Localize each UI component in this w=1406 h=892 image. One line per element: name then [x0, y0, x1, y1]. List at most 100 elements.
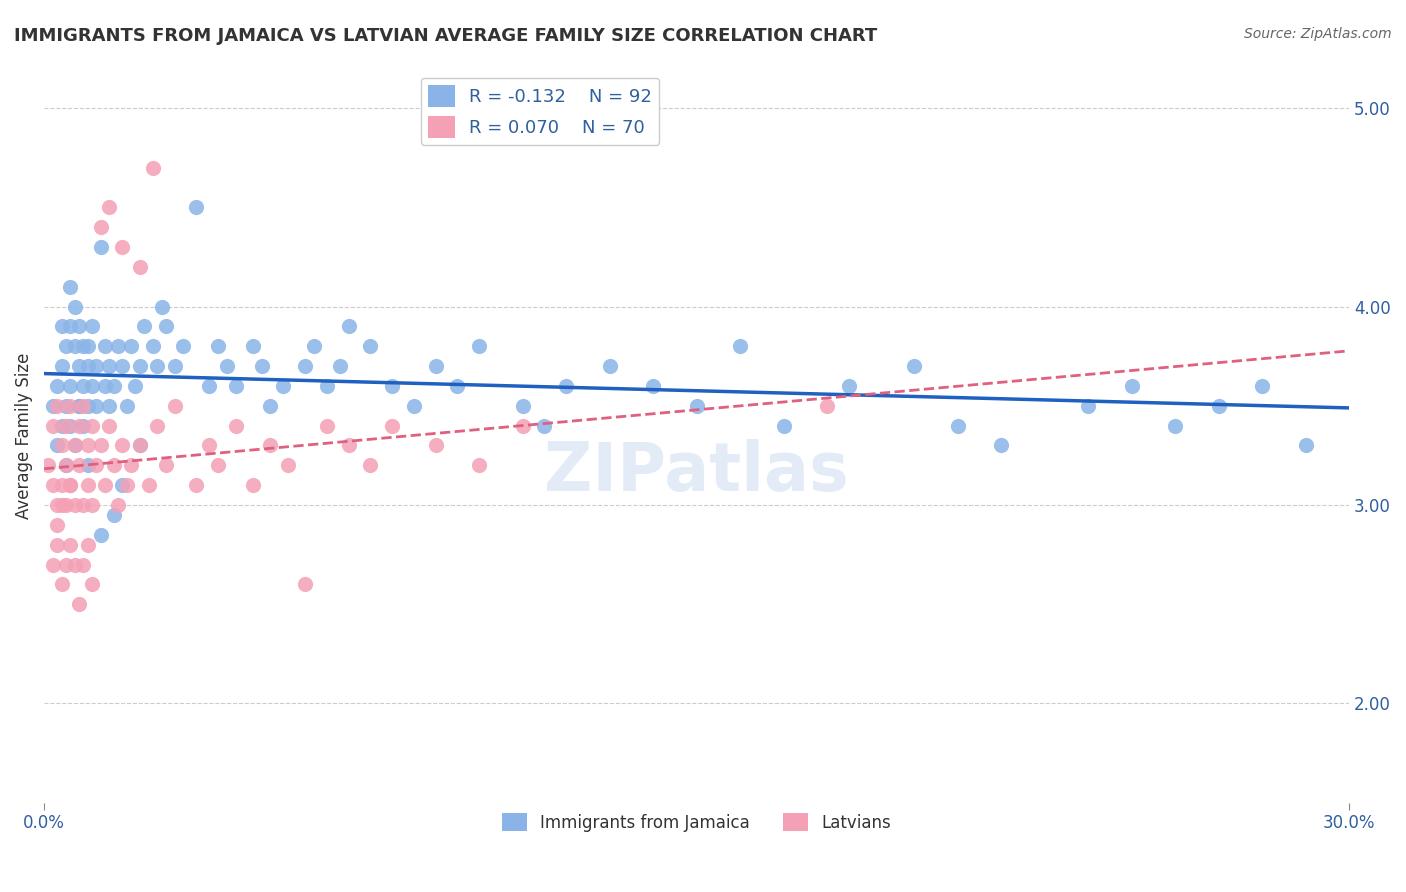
Point: [103, 458, 125, 473]
Point: [120, 458, 142, 473]
Point: [533, 418, 555, 433]
Point: [63, 498, 86, 512]
Point: [98, 399, 121, 413]
Text: ZIPatlas: ZIPatlas: [544, 439, 849, 505]
Point: [115, 399, 138, 413]
Point: [90, 240, 112, 254]
Point: [46, 399, 69, 413]
Point: [225, 379, 247, 393]
Point: [359, 458, 381, 473]
Point: [55, 458, 77, 473]
Point: [172, 339, 194, 353]
Point: [186, 201, 208, 215]
Point: [138, 478, 160, 492]
Point: [294, 359, 316, 373]
Point: [142, 339, 165, 353]
Point: [76, 359, 98, 373]
Point: [163, 359, 186, 373]
Point: [128, 359, 150, 373]
Point: [42, 418, 65, 433]
Point: [155, 319, 177, 334]
Point: [94, 339, 117, 353]
Y-axis label: Average Family Size: Average Family Size: [15, 352, 32, 519]
Point: [76, 538, 98, 552]
Point: [59, 478, 82, 492]
Point: [468, 458, 491, 473]
Point: [72, 339, 94, 353]
Point: [90, 438, 112, 452]
Point: [90, 220, 112, 235]
Point: [599, 359, 621, 373]
Point: [242, 339, 264, 353]
Point: [51, 418, 73, 433]
Point: [80, 379, 103, 393]
Point: [107, 339, 129, 353]
Point: [198, 438, 221, 452]
Point: [46, 517, 69, 532]
Point: [1164, 418, 1187, 433]
Point: [46, 379, 69, 393]
Point: [134, 319, 156, 334]
Point: [146, 418, 169, 433]
Point: [76, 458, 98, 473]
Point: [728, 339, 751, 353]
Point: [273, 379, 295, 393]
Point: [128, 438, 150, 452]
Point: [55, 399, 77, 413]
Point: [315, 379, 337, 393]
Point: [76, 438, 98, 452]
Point: [643, 379, 665, 393]
Point: [1208, 399, 1230, 413]
Point: [98, 359, 121, 373]
Point: [115, 478, 138, 492]
Point: [55, 498, 77, 512]
Point: [63, 438, 86, 452]
Point: [86, 399, 108, 413]
Point: [94, 478, 117, 492]
Point: [59, 399, 82, 413]
Point: [242, 478, 264, 492]
Point: [150, 300, 173, 314]
Text: IMMIGRANTS FROM JAMAICA VS LATVIAN AVERAGE FAMILY SIZE CORRELATION CHART: IMMIGRANTS FROM JAMAICA VS LATVIAN AVERA…: [14, 27, 877, 45]
Point: [1077, 399, 1099, 413]
Point: [207, 458, 229, 473]
Point: [103, 508, 125, 522]
Point: [67, 399, 90, 413]
Point: [1295, 438, 1317, 452]
Point: [51, 359, 73, 373]
Point: [111, 359, 134, 373]
Point: [359, 339, 381, 353]
Point: [51, 478, 73, 492]
Point: [80, 577, 103, 591]
Point: [329, 359, 352, 373]
Point: [103, 379, 125, 393]
Point: [42, 478, 65, 492]
Point: [72, 558, 94, 572]
Point: [55, 558, 77, 572]
Point: [128, 260, 150, 274]
Point: [67, 399, 90, 413]
Point: [55, 418, 77, 433]
Point: [686, 399, 709, 413]
Point: [402, 399, 425, 413]
Point: [259, 438, 281, 452]
Point: [59, 279, 82, 293]
Point: [381, 379, 404, 393]
Point: [1251, 379, 1274, 393]
Point: [63, 339, 86, 353]
Point: [37, 458, 59, 473]
Point: [67, 597, 90, 611]
Point: [90, 528, 112, 542]
Point: [512, 418, 534, 433]
Point: [186, 478, 208, 492]
Point: [67, 359, 90, 373]
Point: [446, 379, 468, 393]
Point: [468, 339, 491, 353]
Point: [63, 300, 86, 314]
Point: [72, 379, 94, 393]
Point: [124, 379, 146, 393]
Point: [42, 558, 65, 572]
Point: [315, 418, 337, 433]
Point: [155, 458, 177, 473]
Point: [80, 319, 103, 334]
